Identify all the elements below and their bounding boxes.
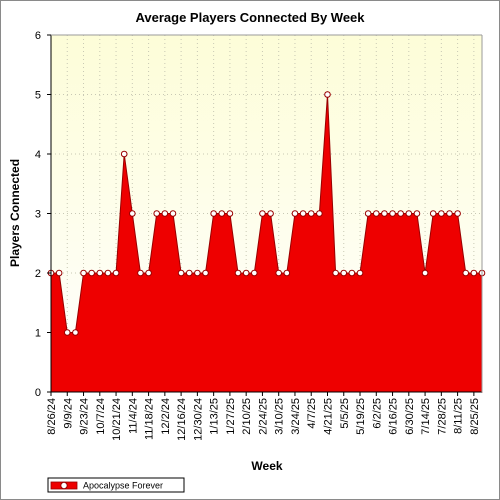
data-point [72,329,79,336]
data-point [372,210,380,217]
data-point [389,210,396,217]
data-point [96,269,104,277]
data-point [80,269,87,277]
data-point [332,269,339,277]
x-tick-label: 5/19/25 [355,398,367,435]
x-tick-label: 3/10/25 [274,398,286,435]
data-point [202,269,209,277]
x-tick-label: 8/25/25 [469,398,481,435]
legend-marker [60,481,68,490]
x-tick-label: 11/4/24 [127,398,139,434]
data-point [104,269,112,277]
x-tick-label: 4/7/25 [306,398,318,429]
data-point [413,210,421,217]
data-point [405,210,413,217]
data-point [185,269,193,277]
x-tick-label: 11/18/24 [144,398,156,440]
x-tick-label: 6/16/25 [388,398,400,435]
data-point [120,150,128,158]
x-tick-label: 4/21/25 [322,398,334,435]
x-tick-label: 10/7/24 [95,398,107,435]
data-markers [47,91,486,336]
y-tick-labels: 0 1 2 3 4 5 6 [35,30,51,399]
data-point [259,210,266,217]
data-point [242,269,250,277]
data-point [429,210,437,217]
data-point [226,210,234,217]
y-axis-label: Players Connected [8,159,22,267]
data-point [267,210,274,217]
y-tick-label: 2 [35,268,41,280]
data-point [234,269,242,277]
x-tick-label: 9/23/24 [79,398,91,435]
x-tick-label: 7/28/25 [436,398,448,435]
data-point [63,329,71,336]
data-point [299,210,307,217]
y-tick-label: 4 [35,149,41,161]
x-tick-label: 10/21/24 [111,398,123,441]
x-tick-label: 12/16/24 [176,398,188,441]
x-tick-labels: 8/26/24 9/9/24 9/23/24 10/7/24 10/21/24 11/4/… [46,392,481,441]
y-tick-label: 0 [35,387,41,399]
legend-label: Apocalypse Forever [83,481,163,491]
data-point [55,269,63,277]
data-point [324,91,331,98]
legend: Apocalypse Forever [47,477,185,493]
data-point [145,269,152,277]
data-point [356,269,364,277]
data-point [364,210,372,217]
y-tick-label: 6 [35,30,41,42]
x-tick-label: 7/14/25 [420,398,432,435]
data-point [129,210,136,217]
data-point [251,269,258,277]
data-point [397,210,404,217]
x-tick-label: 8/26/24 [46,398,58,435]
chart-title: Average Players Connected By Week [135,10,365,25]
data-point [454,210,461,217]
data-point [218,210,226,217]
data-point [177,269,185,277]
data-point [291,210,299,217]
data-point [169,210,177,217]
data-point [275,269,282,277]
x-tick-label: 8/11/25 [453,398,465,434]
y-tick-label: 3 [35,209,41,221]
data-point [88,269,95,277]
data-point [153,210,161,217]
data-point [340,269,348,277]
y-tick-label: 5 [35,90,41,102]
data-point [210,210,217,217]
data-point [438,210,445,217]
data-point [316,210,323,217]
x-tick-label: 1/27/25 [225,398,237,435]
y-tick-label: 1 [35,328,41,340]
data-point [137,269,144,277]
legend-box [47,477,185,493]
x-tick-label: 5/5/25 [339,398,351,429]
data-point [421,269,429,277]
data-point [194,269,201,277]
data-point [283,269,291,277]
data-point [307,210,315,217]
data-point [112,269,120,277]
x-tick-label: 6/30/25 [404,398,416,435]
x-tick-label: 1/13/25 [209,398,221,435]
x-tick-label: 12/2/24 [160,398,172,435]
data-point [462,269,470,277]
x-tick-label: 12/30/24 [192,398,204,441]
x-tick-label: 2/24/25 [257,398,269,435]
data-point [348,269,356,277]
x-tick-label: 6/2/25 [371,398,383,429]
x-tick-label: 2/10/25 [241,398,253,435]
x-tick-label: 9/9/24 [62,398,74,429]
x-tick-label: 3/24/25 [290,398,302,435]
x-axis-label: Week [251,459,282,473]
data-point [161,210,169,217]
data-point [381,210,388,217]
data-point [446,210,453,217]
data-point [470,269,478,277]
